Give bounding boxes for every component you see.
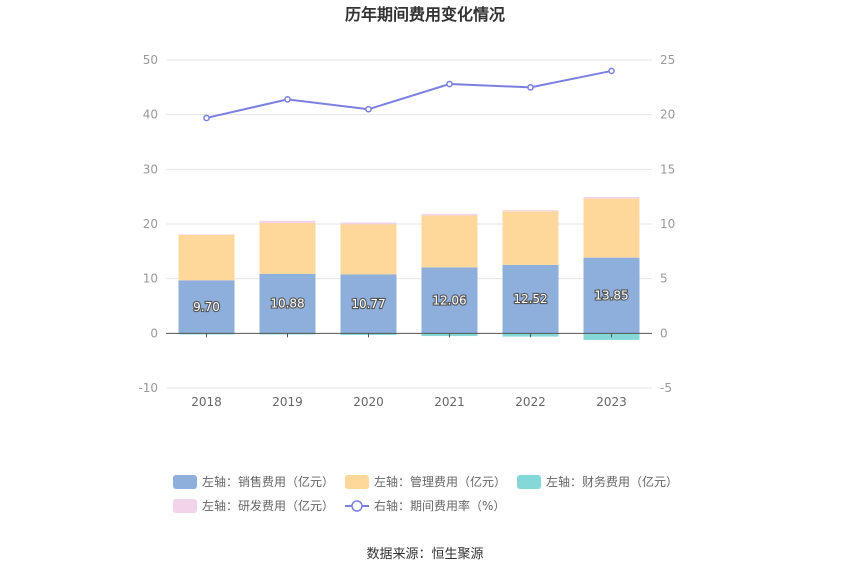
x-tick-label: 2019 bbox=[272, 395, 303, 409]
rate-point bbox=[527, 83, 534, 91]
left-tick-label: 50 bbox=[143, 53, 158, 67]
right-tick-label: 5 bbox=[660, 272, 668, 286]
right-tick-label: 25 bbox=[660, 53, 675, 67]
bar-segment-series-0 bbox=[421, 267, 478, 334]
rate-point bbox=[446, 80, 453, 88]
rate-point bbox=[365, 105, 372, 113]
grid bbox=[166, 59, 652, 389]
bar-segment-series-3 bbox=[178, 234, 235, 235]
legend-item[interactable]: 右轴：期间费用率（%） bbox=[345, 498, 505, 513]
x-tick-label: 2022 bbox=[515, 395, 546, 409]
right-tick-label: 0 bbox=[660, 326, 668, 340]
legend-item[interactable]: 左轴：财务费用（亿元） bbox=[517, 474, 678, 489]
bar-segment-series-1 bbox=[421, 215, 478, 268]
legend-label: 左轴：管理费用（亿元） bbox=[374, 474, 506, 489]
bar-segment-series-3 bbox=[340, 222, 397, 225]
rate-point bbox=[608, 67, 615, 75]
left-tick-label: -10 bbox=[138, 381, 158, 395]
legend[interactable]: 左轴：销售费用（亿元） 左轴：管理费用（亿元） 左轴：财务费用（亿元） 左轴：研发费用… bbox=[173, 474, 678, 513]
data-label: 13.85 bbox=[594, 288, 628, 302]
bar-segment-series-0 bbox=[340, 274, 397, 334]
bar-segment-series-3 bbox=[421, 213, 478, 216]
rate-line-path bbox=[206, 69, 612, 119]
legend-swatch bbox=[345, 475, 369, 489]
legend-item[interactable]: 左轴：管理费用（亿元） bbox=[345, 474, 506, 489]
x-tick-label: 2020 bbox=[353, 395, 384, 409]
x-tick-label: 2021 bbox=[434, 395, 465, 409]
bar-segment-series-1 bbox=[178, 234, 235, 281]
left-tick-label: 20 bbox=[143, 217, 158, 231]
bar-segment-series-3 bbox=[259, 220, 316, 224]
rate-point bbox=[203, 114, 210, 122]
data-label: 10.77 bbox=[351, 297, 385, 311]
x-axis: 2018 2019 2020 2021 2022 2023 bbox=[166, 332, 652, 409]
legend-swatch bbox=[173, 499, 197, 513]
legend-label: 左轴：销售费用（亿元） bbox=[202, 474, 334, 489]
chart-title: 历年期间费用变化情况 bbox=[345, 5, 505, 24]
legend-marker bbox=[351, 500, 363, 512]
left-tick-label: 40 bbox=[143, 108, 158, 122]
legend-swatch bbox=[173, 475, 197, 489]
bar-segment-series-0 bbox=[502, 264, 559, 334]
legend-item[interactable]: 左轴：销售费用（亿元） bbox=[173, 474, 334, 489]
legend-item[interactable]: 左轴：研发费用（亿元） bbox=[173, 498, 334, 513]
bar-segment-series-3 bbox=[583, 196, 640, 199]
legend-label: 右轴：期间费用率（%） bbox=[374, 498, 505, 513]
legend-swatch bbox=[517, 475, 541, 489]
rate-point bbox=[284, 96, 291, 103]
data-label: 9.70 bbox=[193, 300, 220, 314]
right-axis: 25 20 15 10 5 0 -5 bbox=[660, 53, 675, 395]
bar-segment-series-0 bbox=[583, 257, 640, 334]
bar-segment-series-1 bbox=[340, 224, 397, 275]
bar-segment-series-1 bbox=[583, 198, 640, 258]
left-tick-label: 30 bbox=[143, 162, 158, 176]
x-tick-label: 2023 bbox=[596, 395, 627, 409]
right-tick-label: 15 bbox=[660, 162, 675, 176]
right-tick-label: 20 bbox=[660, 108, 675, 122]
bar-segment-series-1 bbox=[502, 211, 559, 265]
right-tick-label: 10 bbox=[660, 217, 675, 231]
bar-segment-series-0 bbox=[178, 280, 235, 334]
data-label: 12.52 bbox=[513, 292, 547, 306]
bar-segment-series-0 bbox=[259, 273, 316, 334]
bar-segment-series-3 bbox=[502, 210, 559, 212]
data-labels: 9.70 10.88 10.77 12.06 12.52 13.85 bbox=[192, 287, 630, 315]
left-tick-label: 0 bbox=[150, 326, 158, 340]
legend-label: 左轴：财务费用（亿元） bbox=[546, 474, 678, 489]
left-tick-label: 10 bbox=[143, 272, 158, 286]
source-note: 数据来源：恒生聚源 bbox=[366, 547, 483, 562]
x-tick-label: 2018 bbox=[191, 395, 222, 409]
legend-label: 左轴：研发费用（亿元） bbox=[202, 498, 334, 513]
bars bbox=[178, 196, 640, 340]
data-label: 10.88 bbox=[270, 297, 304, 311]
right-tick-label: -5 bbox=[660, 381, 672, 395]
left-axis: 50 40 30 20 10 0 -10 bbox=[138, 53, 158, 395]
data-label: 12.06 bbox=[432, 293, 466, 307]
rate-line bbox=[203, 67, 615, 122]
bar-segment-series-1 bbox=[259, 223, 316, 274]
